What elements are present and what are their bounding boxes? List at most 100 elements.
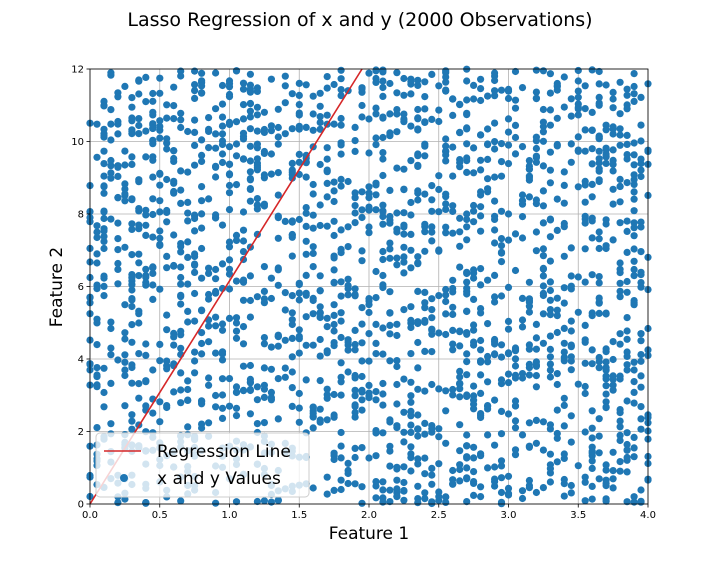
scatter-point <box>100 160 108 168</box>
scatter-point <box>302 271 310 279</box>
scatter-point <box>309 126 317 134</box>
scatter-point <box>393 128 401 136</box>
scatter-point <box>546 70 555 78</box>
scatter-point <box>253 155 261 163</box>
scatter-point <box>198 329 206 337</box>
scatter-point <box>435 82 443 90</box>
scatter-point <box>574 77 582 85</box>
scatter-point <box>546 216 555 224</box>
scatter-point <box>477 75 485 83</box>
scatter-point <box>198 339 206 348</box>
scatter-point <box>588 66 596 74</box>
scatter-point <box>602 358 610 366</box>
scatter-point <box>567 244 575 252</box>
scatter-point <box>198 157 206 165</box>
scatter-point <box>463 442 471 450</box>
scatter-point <box>623 440 631 449</box>
scatter-point <box>637 137 645 145</box>
scatter-point <box>504 370 513 378</box>
scatter-point <box>344 479 352 488</box>
scatter-point <box>267 122 275 130</box>
scatter-point <box>253 201 261 209</box>
scatter-point <box>316 221 324 230</box>
scatter-point <box>288 334 296 342</box>
scatter-point <box>546 373 555 381</box>
scatter-point <box>212 403 220 411</box>
scatter-point <box>449 172 457 180</box>
scatter-point <box>142 402 150 410</box>
scatter-point <box>616 182 624 190</box>
scatter-point <box>393 485 401 493</box>
scatter-point <box>267 394 275 402</box>
scatter-point <box>616 458 624 466</box>
scatter-point <box>393 261 401 269</box>
scatter-point <box>630 139 638 147</box>
scatter-point <box>128 103 136 111</box>
scatter-point <box>428 237 436 245</box>
scatter-point <box>198 224 206 232</box>
scatter-point <box>477 346 485 354</box>
scatter-point <box>218 158 227 167</box>
scatter-point <box>518 323 527 331</box>
scatter-point <box>163 326 171 334</box>
scatter-point <box>407 264 415 272</box>
scatter-point <box>149 136 157 144</box>
scatter-point <box>491 145 499 153</box>
scatter-point <box>477 191 485 199</box>
scatter-point <box>595 228 603 236</box>
scatter-point <box>595 294 603 302</box>
scatter-point <box>386 321 394 329</box>
scatter-point <box>260 200 268 208</box>
scatter-point <box>344 223 352 231</box>
scatter-point <box>163 175 171 184</box>
scatter-point <box>177 273 185 282</box>
scatter-point <box>595 475 603 483</box>
scatter-point <box>539 202 548 210</box>
scatter-point <box>156 357 164 365</box>
scatter-point <box>442 439 450 447</box>
scatter-point <box>344 346 352 354</box>
scatter-point <box>637 337 645 345</box>
scatter-point <box>449 346 457 354</box>
scatter-point <box>588 160 596 168</box>
scatter-point <box>337 86 345 94</box>
scatter-point <box>477 450 485 458</box>
scatter-point <box>637 357 645 365</box>
scatter-point <box>372 320 380 328</box>
scatter-point <box>623 348 631 356</box>
scatter-point <box>623 446 631 454</box>
scatter-point <box>323 349 331 357</box>
scatter-point <box>630 433 638 441</box>
scatter-point <box>358 483 366 491</box>
scatter-point <box>351 285 359 293</box>
scatter-point <box>463 236 471 244</box>
scatter-point <box>414 196 422 204</box>
scatter-point <box>574 66 582 75</box>
scatter-point <box>553 328 561 337</box>
scatter-point <box>239 296 248 304</box>
scatter-point <box>546 353 555 361</box>
scatter-point <box>400 478 408 487</box>
scatter-point <box>225 314 234 322</box>
scatter-point <box>191 289 199 298</box>
scatter-point <box>100 182 108 190</box>
scatter-point <box>386 309 394 317</box>
scatter-point <box>435 385 443 393</box>
scatter-point <box>386 288 394 296</box>
scatter-point <box>602 153 610 161</box>
scatter-point <box>567 327 575 335</box>
scatter-point <box>170 261 178 270</box>
scatter-point <box>135 310 143 318</box>
scatter-point <box>581 181 589 189</box>
scatter-point <box>246 379 254 387</box>
scatter-point <box>428 228 436 236</box>
scatter-point <box>560 450 568 458</box>
scatter-point <box>337 476 345 484</box>
scatter-point <box>246 410 254 418</box>
scatter-point <box>351 202 359 210</box>
scatter-point <box>184 423 192 431</box>
scatter-point <box>198 244 206 253</box>
scatter-point <box>107 162 115 170</box>
scatter-point <box>504 94 513 103</box>
scatter-point <box>435 185 443 194</box>
